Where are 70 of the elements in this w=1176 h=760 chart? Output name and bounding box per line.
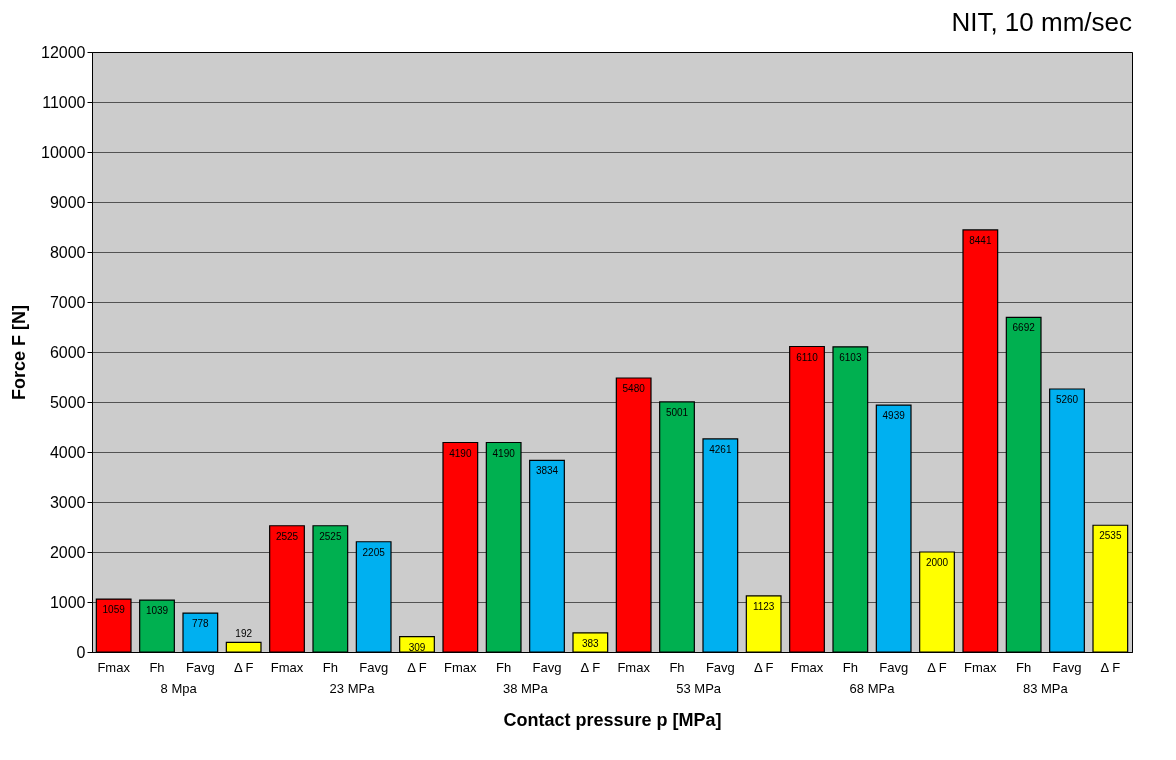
data-label: 3834 (535, 465, 559, 477)
data-label: 6692 (1012, 322, 1036, 334)
series-label: Favg (185, 660, 215, 675)
text: Favg (359, 660, 389, 675)
text: Favg (705, 660, 735, 675)
series-label: Δ F (233, 660, 254, 675)
x-tick-label: 83 MPa (1022, 680, 1069, 696)
y-tick-label: 3000 (49, 493, 86, 511)
series-label: Fh (149, 660, 165, 675)
text: Favg (1052, 660, 1082, 675)
y-tick-label: 0 (76, 643, 86, 661)
data-label: 1059 (102, 604, 126, 616)
text: Fmax (964, 660, 997, 675)
text: Δ F (407, 660, 427, 675)
data-label: 2535 (1099, 530, 1122, 542)
text: Favg (879, 660, 909, 675)
data-label: 4190 (492, 447, 516, 459)
data-label: 2525 (319, 530, 342, 542)
x-tick-label: 8 Mpa (160, 680, 198, 696)
data-label: 778 (191, 618, 210, 630)
text: Fmax (790, 660, 824, 675)
y-tick-label: 8000 (49, 243, 86, 261)
text: Δ F (1100, 660, 1121, 675)
text: Δ F (927, 660, 947, 675)
x-tick-label: 53 MPa (676, 680, 722, 696)
text: Fmax (617, 660, 650, 675)
data-label: 4190 (449, 447, 472, 459)
data-label: 383 (581, 637, 600, 649)
y-tick-label: 6000 (49, 343, 86, 361)
data-label: 2525 (275, 530, 299, 542)
text: Fh (496, 660, 512, 675)
data-label: 4939 (882, 410, 906, 422)
data-label: 4261 (709, 443, 732, 455)
data-label: 309 (408, 641, 426, 653)
series-label: Fmax (97, 660, 131, 675)
chart-title: NIT, 10 mm/sec (951, 7, 1132, 37)
text: Fh (1016, 660, 1032, 675)
text: Fh (322, 660, 338, 675)
data-label: 6110 (796, 351, 819, 363)
data-label: 2205 (362, 546, 386, 558)
y-tick-label: 7000 (49, 293, 86, 311)
y-tick-label: 9000 (49, 193, 86, 211)
data-label: 2000 (925, 557, 949, 568)
x-tick-label: 23 MPa (329, 680, 376, 696)
x-tick-label: 38 MPa (502, 680, 549, 696)
data-label: 1039 (145, 605, 169, 617)
text: Fh (842, 660, 858, 675)
text: Δ F (753, 660, 774, 675)
data-label: 5480 (622, 383, 646, 394)
x-axis-title: Contact pressure p [MPa] (503, 709, 722, 730)
y-tick-label: 10000 (41, 143, 86, 161)
data-label: 5001 (665, 406, 689, 418)
y-tick-label: 12000 (41, 43, 86, 61)
text: Δ F (580, 660, 601, 675)
text: Fmax (270, 660, 304, 675)
y-tick-label: 4000 (49, 443, 86, 461)
y-axis-title: Force F [N] (9, 304, 30, 401)
y-tick-label: 11000 (42, 93, 86, 111)
text: Fh (669, 660, 685, 675)
text: Fmax (444, 660, 477, 675)
data-label: 8441 (969, 234, 992, 246)
y-tick-label: 2000 (49, 543, 86, 561)
data-label: 5260 (1055, 394, 1079, 405)
y-tick-label: 5000 (49, 393, 86, 411)
data-label: 1123 (752, 600, 775, 612)
data-label: 6103 (839, 351, 862, 363)
data-label: 192 (235, 628, 253, 640)
x-tick-label: 68 MPa (849, 680, 896, 696)
y-tick-label: 1000 (49, 593, 86, 611)
text: Favg (532, 660, 562, 675)
